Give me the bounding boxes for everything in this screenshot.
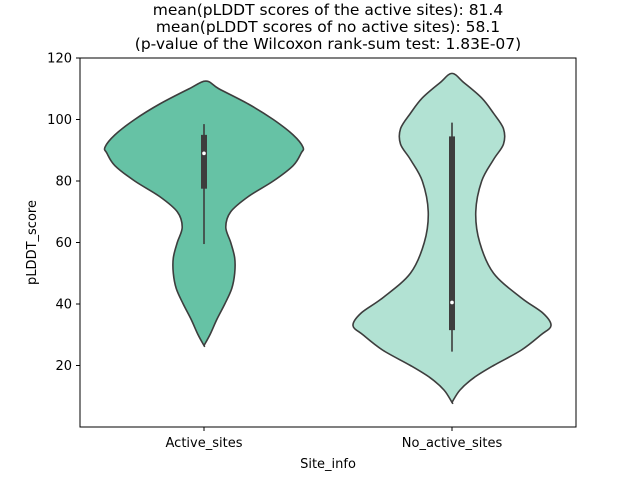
title-line-1: mean(pLDDT scores of the active sites): … — [153, 1, 503, 19]
y-tick-label: 100 — [47, 113, 72, 128]
violins — [103, 72, 552, 405]
median-point-active-sites — [202, 151, 206, 156]
violin-no-active-sites — [352, 72, 552, 405]
x-axis-ticks: Active_sites No_active_sites — [166, 427, 503, 451]
chart-title: mean(pLDDT scores of the active sites): … — [135, 1, 521, 53]
y-axis-ticks: 20 40 60 80 100 120 — [47, 52, 80, 374]
median-point-no-active-sites — [450, 300, 454, 305]
iqr-box-no-active-sites — [449, 136, 455, 331]
x-tick-label: No_active_sites — [402, 436, 503, 451]
x-axis-label: Site_info — [300, 457, 356, 472]
y-tick-label: 40 — [55, 298, 72, 313]
x-tick-label: Active_sites — [166, 436, 243, 451]
y-tick-label: 120 — [47, 52, 72, 67]
y-axis-label: pLDDT_score — [25, 200, 40, 285]
title-line-3: (p-value of the Wilcoxon rank-sum test: … — [135, 35, 521, 53]
y-tick-label: 60 — [55, 236, 72, 251]
title-line-2: mean(pLDDT scores of no active sites): 5… — [156, 18, 500, 36]
y-tick-label: 80 — [55, 175, 72, 190]
iqr-box-active-sites — [201, 134, 207, 189]
violin-active-sites — [103, 80, 305, 348]
y-tick-label: 20 — [55, 359, 72, 374]
